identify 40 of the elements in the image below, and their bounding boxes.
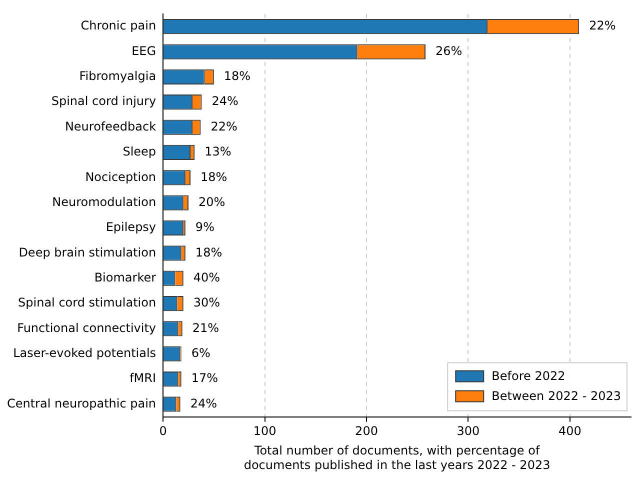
annotation: 6% xyxy=(191,346,210,360)
y-tick-label: Fibromyalgia xyxy=(79,69,156,84)
y-tick-label: Spinal cord injury xyxy=(51,94,156,108)
y-tick-label: Biomarker xyxy=(94,270,156,284)
y-tick-label: Sleep xyxy=(122,144,156,159)
annotation: 24% xyxy=(190,396,218,410)
legend-label: Between 2022 - 2023 xyxy=(492,388,621,403)
annotation: 17% xyxy=(191,371,218,386)
y-tick-label: Neurofeedback xyxy=(64,119,156,134)
annotation: 18% xyxy=(195,245,222,260)
y-tick-label: fMRI xyxy=(130,371,156,386)
annotation: 22% xyxy=(589,18,616,33)
y-tick-label: Neuromodulation xyxy=(52,194,156,209)
y-tick-label: Functional connectivity xyxy=(17,320,156,335)
annotation: 21% xyxy=(192,320,220,335)
x-tick-label: 200 xyxy=(355,424,378,438)
annotation: 18% xyxy=(200,170,228,184)
annotation: 26% xyxy=(436,44,462,58)
x-axis-title: Total number of documents, with percentage of documents published in the last years 2022 - 2023 xyxy=(244,444,550,472)
annotation: 40% xyxy=(193,270,220,284)
annotation: 13% xyxy=(204,144,232,159)
x-tick-label: 100 xyxy=(253,424,276,438)
y-tick-label: Nociception xyxy=(85,170,156,184)
x-tick-label: 300 xyxy=(456,424,480,438)
y-tick-label: Central neuropathic pain xyxy=(6,396,156,410)
annotation: 22% xyxy=(210,119,238,134)
legend-label: Before 2022 xyxy=(492,368,566,383)
annotation: 24% xyxy=(212,94,238,108)
annotation: 9% xyxy=(195,220,214,234)
annotation: 20% xyxy=(198,194,226,209)
x-tick-label: 0 xyxy=(159,424,167,438)
y-tick-label: Chronic pain xyxy=(80,18,156,33)
y-tick-label: Deep brain stimulation xyxy=(18,245,156,260)
y-tick-label: EEG xyxy=(132,44,156,58)
y-tick-label: Spinal cord stimulation xyxy=(18,296,156,310)
annotation: 18% xyxy=(224,69,251,84)
annotation: 30% xyxy=(193,296,220,310)
y-tick-label: Laser-evoked potentials xyxy=(13,346,156,360)
y-tick-label: Epilepsy xyxy=(106,220,156,234)
x-tick-label: 400 xyxy=(558,424,582,438)
